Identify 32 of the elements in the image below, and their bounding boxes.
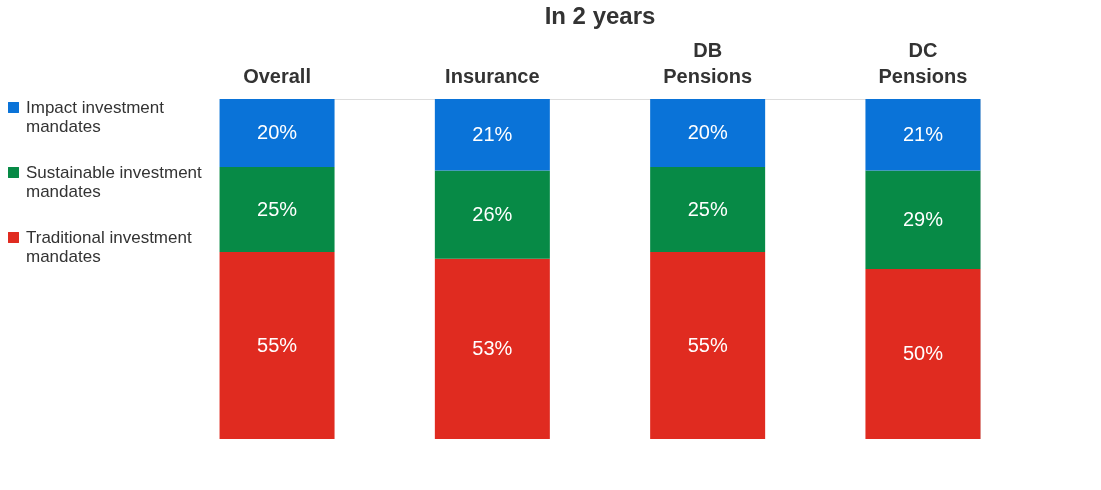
bar: [650, 252, 766, 439]
bar: [219, 167, 335, 252]
data-label: 50%: [902, 342, 944, 364]
bar: [650, 167, 766, 252]
data-label: 25%: [687, 197, 728, 220]
data-label: 21%: [902, 122, 944, 145]
data-label: 20%: [257, 121, 298, 143]
bar: [865, 99, 981, 171]
bar: [865, 269, 981, 439]
x-tick-label: Insurance: [445, 65, 540, 87]
bar: [219, 252, 335, 439]
x-tick-label: DB Pensions: [663, 39, 753, 87]
bar: [434, 99, 550, 171]
x-tick-label: Overall: [243, 65, 311, 87]
legend-label: Traditional investment mandates: [26, 227, 192, 266]
bar: [219, 99, 335, 167]
data-label: 55%: [687, 333, 728, 356]
data-label: 26%: [472, 202, 513, 225]
data-label: 53%: [472, 336, 513, 359]
chart-title: In 2 years: [544, 2, 656, 29]
data-label: 25%: [257, 197, 298, 220]
data-label: 55%: [257, 333, 298, 356]
legend-label: Sustainable investment mandates: [26, 162, 203, 201]
bar: [434, 170, 550, 259]
data-label: 29%: [902, 207, 944, 230]
bar: [650, 99, 766, 167]
bar: [865, 170, 981, 269]
x-tick-label: DC Pensions: [878, 39, 968, 87]
data-label: 20%: [687, 121, 728, 143]
data-label: 21%: [472, 122, 513, 145]
bar: [434, 258, 550, 439]
legend-label: Impact investment mandates: [26, 97, 165, 136]
